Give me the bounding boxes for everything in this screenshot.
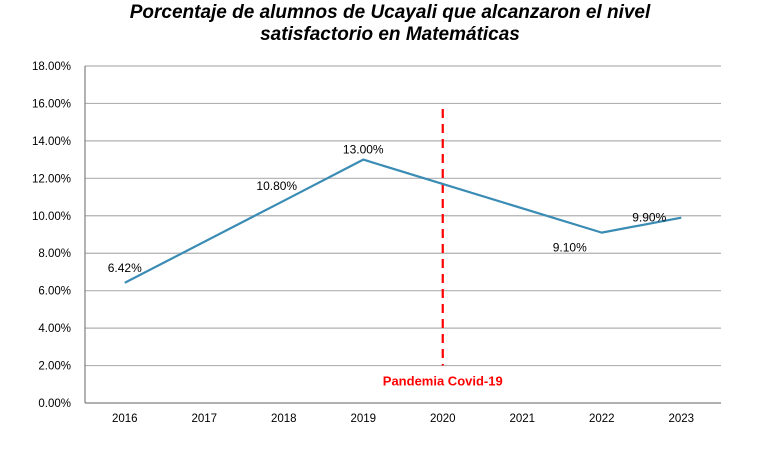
y-tick-label: 10.00% (32, 211, 71, 223)
data-label: 6.42% (108, 261, 142, 275)
y-tick-label: 0.00% (38, 398, 71, 410)
x-tick-label: 2021 (509, 413, 535, 425)
gridlines (85, 65, 721, 367)
x-tick-label: 2022 (589, 413, 615, 425)
data-label: 9.10% (553, 241, 587, 255)
series-line (124, 158, 682, 284)
data-label: 10.80% (256, 179, 297, 193)
y-tick-label: 12.00% (32, 173, 71, 185)
x-axis-tick-labels: 2016 2017 2018 2019 2020 2021 2022 2023 (112, 413, 694, 425)
y-tick-label: 18.00% (32, 61, 71, 73)
y-tick-label: 2.00% (38, 361, 71, 373)
data-labels: 6.42% 10.80% 13.00% 9.10% 9.90% (108, 143, 667, 275)
x-tick-label: 2019 (350, 413, 376, 425)
x-tick-label: 2020 (430, 413, 456, 425)
pandemic-annotation-label: Pandemia Covid-19 (383, 374, 503, 389)
chart-title: Porcentaje de alumnos de Ucayali que alc… (60, 2, 720, 46)
x-tick-label: 2018 (271, 413, 297, 425)
x-tick-label: 2023 (668, 413, 694, 425)
y-axis-tick-labels: 0.00% 2.00% 4.00% 6.00% 8.00% 10.00% 12.00% 14.… (32, 61, 71, 410)
chart-title-line-1: Porcentaje de alumnos de Ucayali que alc… (129, 2, 651, 23)
y-tick-label: 4.00% (38, 323, 71, 335)
x-tick-label: 2016 (112, 413, 138, 425)
data-label: 9.90% (632, 211, 666, 225)
annotations: Pandemia Covid-19 (383, 109, 503, 389)
y-tick-label: 14.00% (32, 136, 71, 148)
x-tick-label: 2017 (191, 413, 217, 425)
data-label: 13.00% (343, 143, 384, 157)
chart-title-line-2: satisfactorio en Matemáticas (260, 24, 520, 45)
series-group (124, 158, 682, 284)
y-tick-label: 6.00% (38, 286, 71, 298)
y-tick-label: 16.00% (32, 98, 71, 110)
y-tick-label: 8.00% (38, 248, 71, 260)
